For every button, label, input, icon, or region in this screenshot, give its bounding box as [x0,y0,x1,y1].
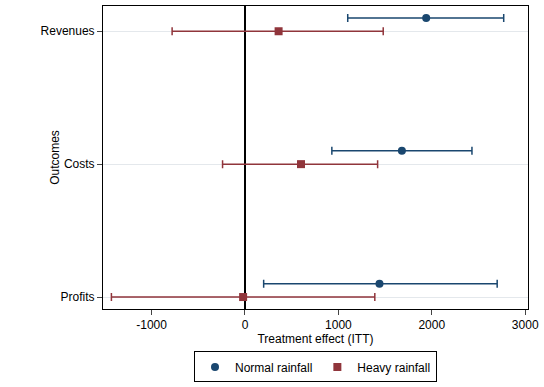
svg-text:Profits: Profits [61,290,95,304]
svg-text:3000: 3000 [512,318,539,332]
svg-text:Outcomes: Outcomes [48,130,62,185]
svg-text:2000: 2000 [418,318,445,332]
svg-text:-1000: -1000 [136,318,167,332]
svg-text:Revenues: Revenues [41,24,95,38]
svg-text:Heavy rainfall: Heavy rainfall [357,361,430,375]
svg-text:Normal rainfall: Normal rainfall [235,361,312,375]
svg-text:Costs: Costs [64,157,95,171]
svg-text:0: 0 [242,318,249,332]
svg-text:Treatment effect (ITT): Treatment effect (ITT) [257,332,373,346]
svg-text:1000: 1000 [325,318,352,332]
